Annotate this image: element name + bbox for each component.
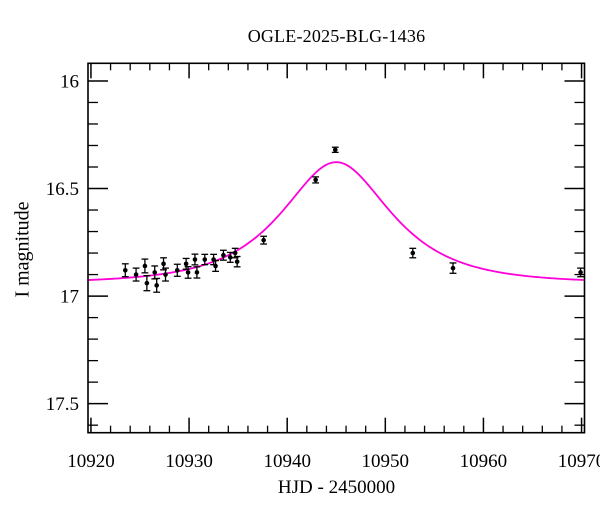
data-point-marker [234,259,240,264]
x-tick-label: 10930 [165,451,213,472]
data-point-marker [183,261,189,267]
data-point-marker [232,250,238,256]
data-point [449,262,457,274]
data-point [331,146,339,154]
x-axis-label: HJD - 2450000 [277,477,396,498]
data-point [143,274,151,292]
data-point [220,249,227,261]
data-point-marker [142,263,148,269]
data-point-marker [174,267,180,273]
data-point-marker [194,270,200,275]
data-point [201,253,209,266]
data-point-marker [154,283,159,288]
data-point-marker [332,147,338,153]
data-point [193,266,201,279]
plot-title: OGLE-2025-BLG-1436 [247,26,426,46]
data-point [151,265,159,280]
y-tick-label: 16.5 [46,179,79,200]
data-point-marker [450,265,456,271]
data-point [233,255,241,268]
x-tick-label: 10920 [67,451,115,472]
x-tick-label: 10970 [558,451,600,472]
data-point [226,251,234,263]
data-point [153,277,161,293]
x-axis-ticks: 10920 10930 10940 10950 10960 10970 [67,63,600,472]
microlensing-model-fit [87,161,584,281]
x-tick-label: 10950 [362,451,410,472]
y-tick-label: 17 [60,287,79,308]
data-point [173,263,181,277]
data-point-marker [122,267,128,273]
data-point-marker [163,272,168,277]
data-point [212,259,219,272]
data-point-marker [152,270,158,275]
data-point-marker [192,257,198,262]
x-tick-label: 10960 [460,451,508,472]
y-tick-label: 16 [60,71,79,92]
data-point-marker [161,261,166,267]
plot-frame [87,62,586,434]
data-point-marker [313,177,318,183]
data-point-marker [221,252,226,258]
data-point [191,253,199,266]
y-tick-label: 17.5 [46,394,79,415]
data-point-marker [185,270,191,275]
data-point-marker [261,237,266,243]
data-point-marker [144,280,150,286]
data-point [260,235,268,245]
data-point-marker [213,263,218,269]
x-tick-label: 10940 [263,451,311,472]
data-point [121,263,129,278]
data-point-marker [578,270,583,275]
model-curve-path [87,161,584,281]
y-axis-ticks: 16 16.5 17 17.5 [46,71,585,426]
data-point [409,247,417,259]
data-point [132,267,140,282]
series-ogle-i-band-photometry [121,146,584,293]
data-point-marker [202,257,208,262]
data-point-marker [133,272,139,277]
data-point-marker [410,250,416,256]
data-point [141,258,149,274]
data-point [577,267,584,278]
data-point [184,265,192,279]
data-point-marker [227,255,233,260]
data-point [312,176,320,184]
data-point [162,267,169,282]
